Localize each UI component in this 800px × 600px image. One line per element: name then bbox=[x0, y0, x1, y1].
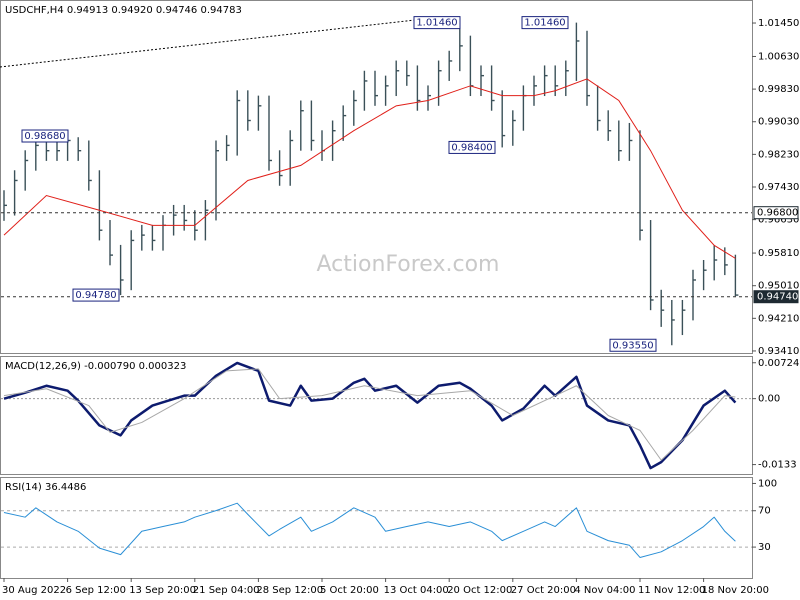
x-tick-label: 28 Sep 12:00 bbox=[256, 585, 323, 596]
y-tick-label: 0.95010 bbox=[758, 281, 799, 292]
y-tick-label: 0.95810 bbox=[758, 248, 799, 259]
moving-average bbox=[3, 78, 736, 259]
y-tick-label: 0.00 bbox=[758, 394, 780, 405]
y-tick-label: 100 bbox=[758, 478, 777, 489]
x-tick-label: 13 Oct 04:00 bbox=[384, 585, 449, 596]
x-tick-label: 5 Oct 20:00 bbox=[320, 585, 379, 596]
indicator-line bbox=[3, 368, 736, 461]
x-tick-label: 30 Aug 2022 bbox=[2, 585, 66, 596]
macd-panel bbox=[0, 356, 753, 475]
annotation-box bbox=[521, 16, 569, 30]
y-tick-label: 0.00724 bbox=[758, 358, 799, 369]
y-tick-label: -0.0133 bbox=[758, 460, 797, 471]
y-tick-label: 1.00630 bbox=[758, 51, 799, 62]
x-tick-label: 27 Oct 20:00 bbox=[511, 585, 576, 596]
annotation-label: 0.94780 bbox=[75, 290, 116, 301]
y-tick-label: 0.99030 bbox=[758, 117, 799, 128]
x-tick-label: 18 Nov 20:00 bbox=[702, 585, 769, 596]
x-tick-label: 6 Sep 12:00 bbox=[66, 585, 126, 596]
annotation-box bbox=[448, 140, 496, 154]
y-tick-label: 1.01450 bbox=[758, 18, 799, 29]
annotation-label: 0.93550 bbox=[612, 340, 653, 351]
annotation-box bbox=[21, 129, 69, 143]
annotation-label: 1.01460 bbox=[416, 18, 457, 29]
y-tick-label: 0.97430 bbox=[758, 182, 799, 193]
y-tick-label: 0.98230 bbox=[758, 149, 799, 160]
trend-line bbox=[0, 19, 416, 68]
annotation-label: 1.01460 bbox=[524, 18, 565, 29]
annotation-box bbox=[609, 338, 657, 352]
x-tick-label: 13 Sep 20:00 bbox=[129, 585, 196, 596]
watermark: ActionForex.com bbox=[317, 252, 500, 277]
level-label: 0.94740 bbox=[757, 292, 798, 303]
x-tick-label: 4 Nov 04:00 bbox=[574, 585, 635, 596]
level-label: 0.96800 bbox=[757, 208, 798, 219]
indicator-line bbox=[3, 502, 736, 558]
level-box bbox=[753, 290, 799, 304]
y-tick-label: 0.93410 bbox=[758, 346, 799, 357]
x-tick-label: 21 Sep 04:00 bbox=[193, 585, 260, 596]
x-tick-label: 20 Oct 12:00 bbox=[447, 585, 512, 596]
rsi-header: RSI(14) 36.4486 bbox=[5, 482, 86, 493]
macd-header: MACD(12,26,9) -0.000790 0.000323 bbox=[5, 361, 186, 372]
y-tick-label: 70 bbox=[758, 506, 771, 517]
price-panel bbox=[0, 0, 753, 354]
annotation-label: 0.98400 bbox=[451, 142, 492, 153]
y-tick-label: 0.96630 bbox=[758, 215, 799, 226]
annotation-box bbox=[72, 288, 120, 302]
rsi-panel bbox=[0, 477, 753, 579]
level-box bbox=[753, 206, 799, 220]
y-tick-label: 0.94210 bbox=[758, 313, 799, 324]
y-tick-label: 0.99830 bbox=[758, 84, 799, 95]
price-header: USDCHF,H4 0.94913 0.94920 0.94746 0.9478… bbox=[5, 5, 242, 16]
annotation-label: 0.98680 bbox=[24, 131, 65, 142]
annotation-box bbox=[413, 16, 461, 30]
x-tick-label: 11 Nov 12:00 bbox=[638, 585, 705, 596]
y-tick-label: 30 bbox=[758, 542, 771, 553]
